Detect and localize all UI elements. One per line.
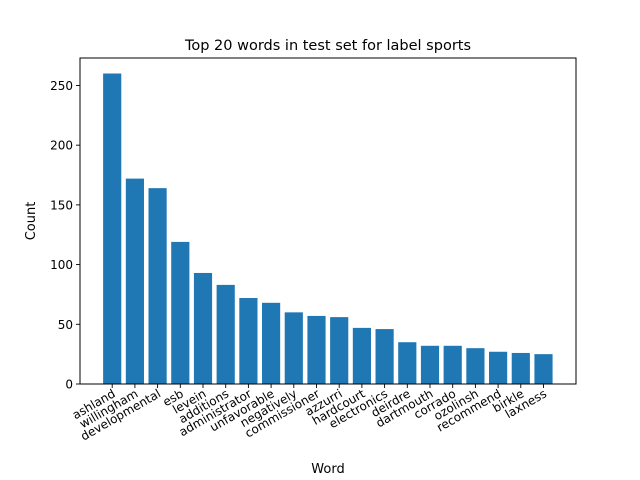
bar-corrado xyxy=(443,345,462,384)
chart-title: Top 20 words in test set for label sport… xyxy=(184,38,471,54)
x-axis: ashlandwillinghamdevelopmentalesbleveina… xyxy=(70,384,549,444)
bar-additions xyxy=(216,284,235,384)
bar-commissioner xyxy=(307,315,326,384)
bar-recommend xyxy=(489,351,508,384)
bar-ozolinsh xyxy=(466,348,485,384)
plot-frame xyxy=(79,57,577,385)
bar-birkle xyxy=(511,352,530,384)
y-tick-label: 50 xyxy=(58,318,73,332)
bar-levein xyxy=(193,272,213,384)
y-tick-label: 150 xyxy=(50,198,73,212)
bar-deirdre xyxy=(398,342,417,384)
bar-developmental xyxy=(148,188,167,384)
bar-ashland xyxy=(103,73,122,385)
y-axis: 0 50 100 150 200 250 xyxy=(50,79,80,392)
bar-esb xyxy=(171,241,190,384)
bar-hardcourt xyxy=(352,327,371,384)
bar-electronics xyxy=(375,329,394,384)
y-tick-label: 200 xyxy=(50,139,73,153)
bar-unfavorable xyxy=(262,302,281,384)
y-axis-label: Count xyxy=(24,202,39,241)
bar-azzurri xyxy=(330,317,349,384)
y-tick-label: 0 xyxy=(65,378,73,392)
x-axis-label: Word xyxy=(311,462,344,477)
y-tick-label: 250 xyxy=(50,79,73,93)
y-tick-label: 100 xyxy=(50,258,73,272)
bar-dartmouth xyxy=(420,345,440,384)
bar-laxness xyxy=(534,354,553,384)
bars-group xyxy=(103,73,553,385)
bar-negatively xyxy=(284,312,303,384)
bar-administrator xyxy=(239,298,258,384)
bar-willingham xyxy=(125,178,144,384)
